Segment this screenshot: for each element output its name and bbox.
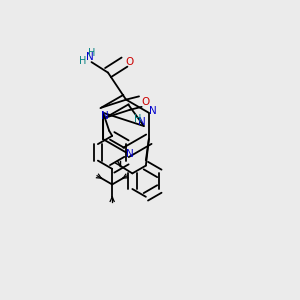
Text: N: N xyxy=(126,149,134,159)
Text: N: N xyxy=(139,116,146,127)
Text: H: H xyxy=(88,47,95,58)
Text: N: N xyxy=(86,52,94,62)
Text: H: H xyxy=(134,113,142,124)
Text: N: N xyxy=(101,111,109,122)
Text: O: O xyxy=(142,97,150,106)
Text: H: H xyxy=(80,56,87,66)
Text: N: N xyxy=(148,106,156,116)
Text: O: O xyxy=(126,56,134,67)
